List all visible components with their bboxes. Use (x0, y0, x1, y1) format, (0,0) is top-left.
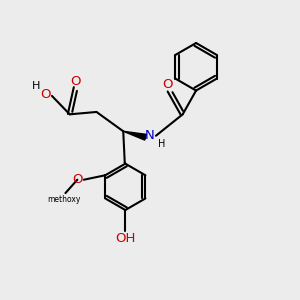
Text: H: H (158, 139, 166, 149)
Text: N: N (145, 129, 154, 142)
Text: O: O (40, 88, 51, 101)
Text: methoxy: methoxy (47, 195, 81, 204)
Polygon shape (123, 131, 146, 140)
Text: O: O (163, 77, 173, 91)
Text: H: H (32, 81, 40, 92)
Text: OH: OH (116, 232, 136, 245)
Text: O: O (70, 74, 81, 88)
Text: O: O (72, 172, 83, 186)
